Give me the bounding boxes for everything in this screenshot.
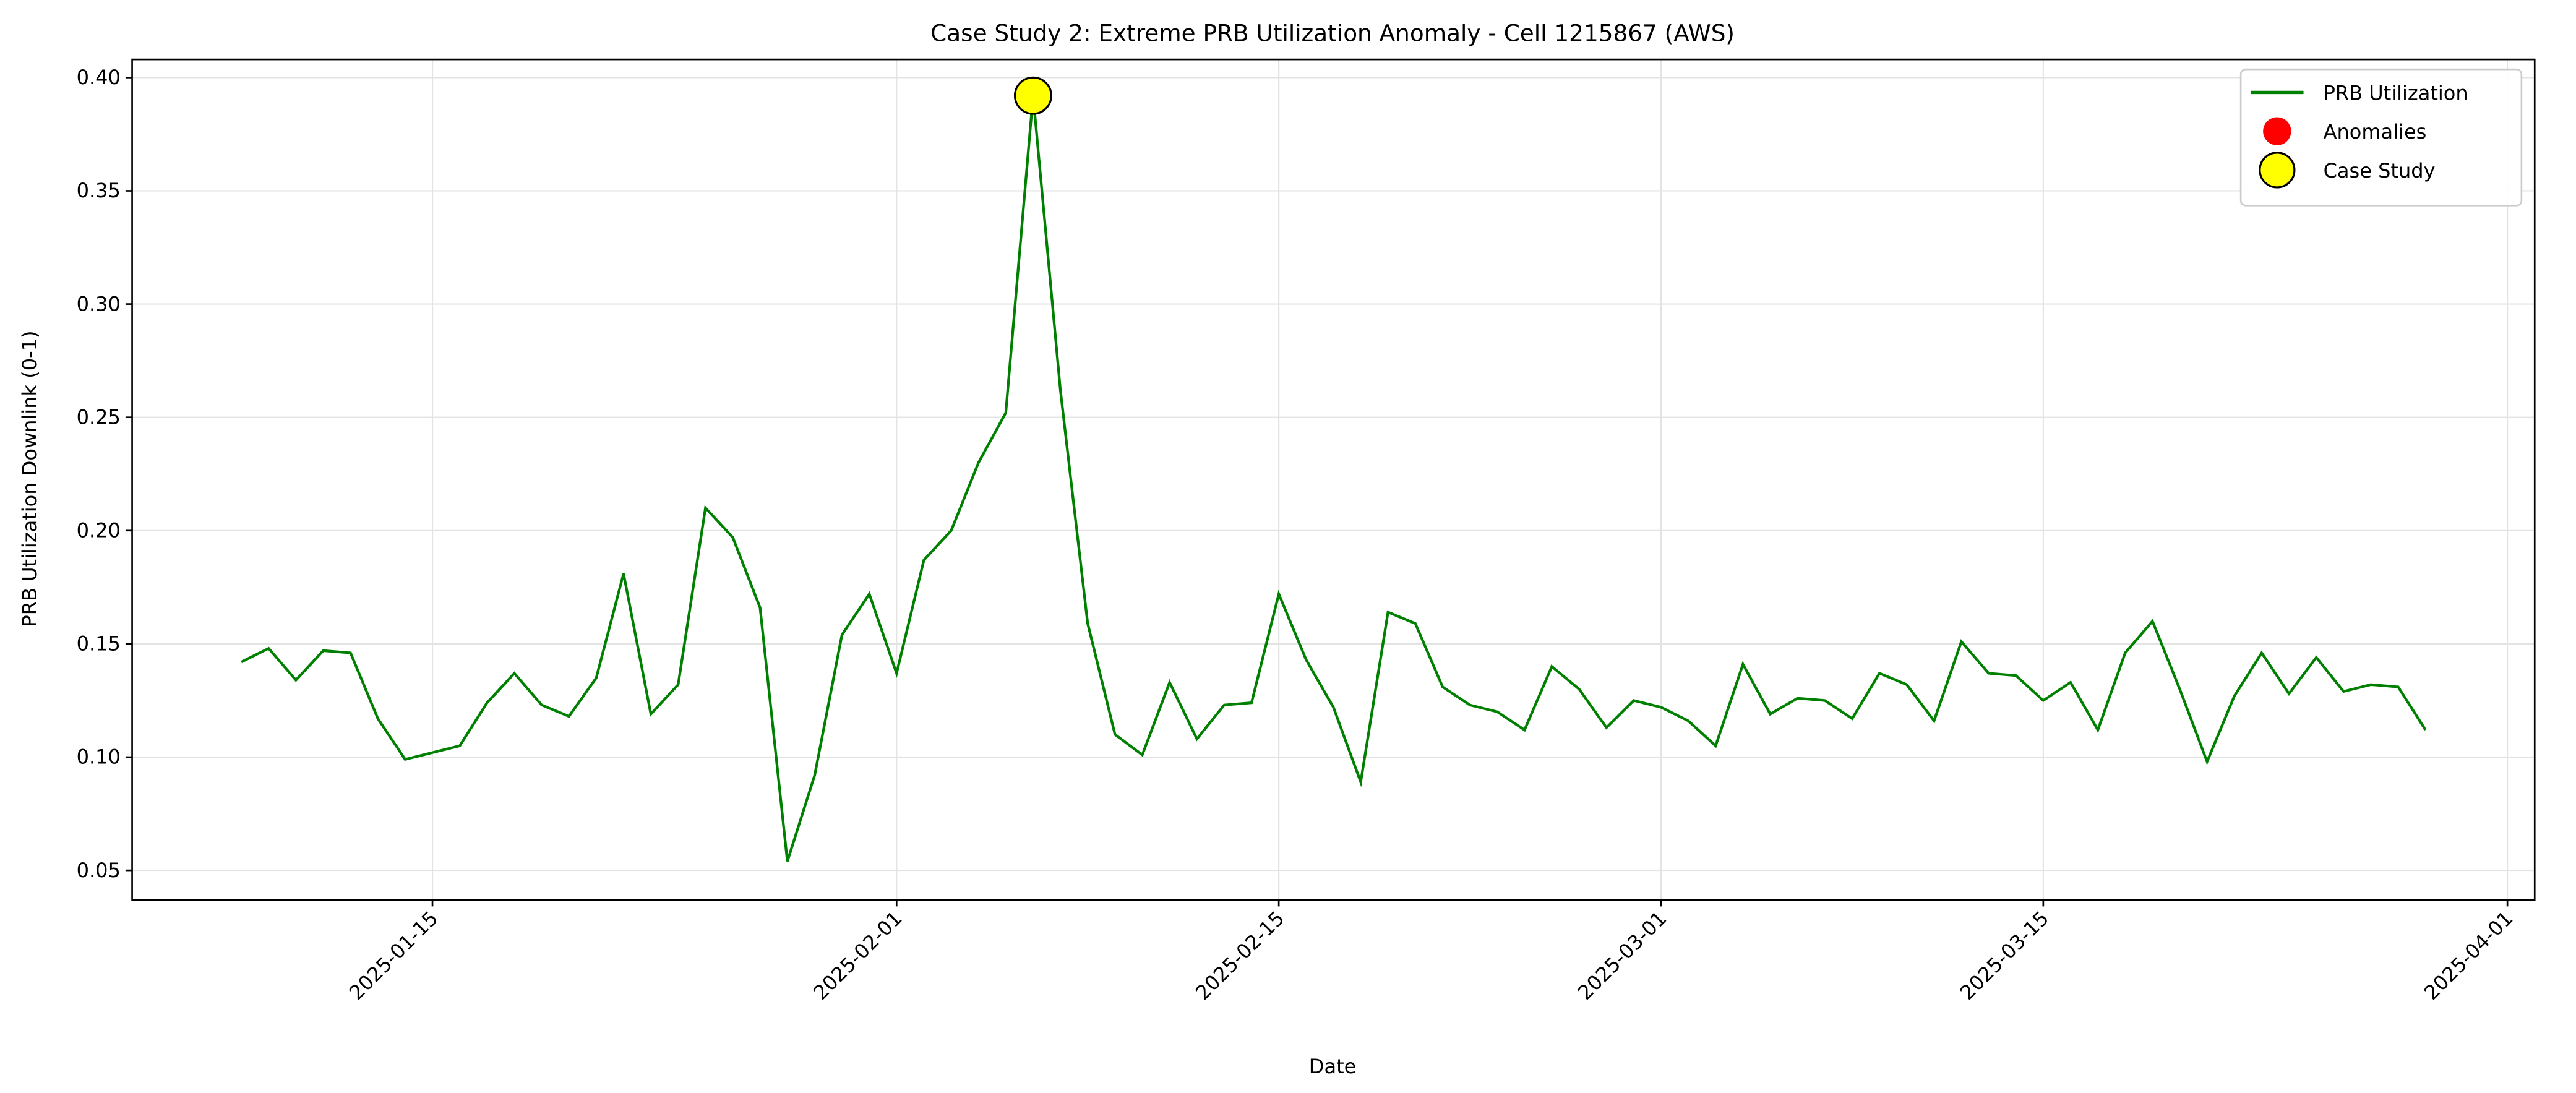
chart-title: Case Study 2: Extreme PRB Utilization An…	[930, 20, 1735, 47]
x-tick-label: 2025-01-15	[345, 907, 442, 1005]
plot-frame	[131, 58, 2536, 901]
y-tick-label: 0.35	[77, 179, 121, 202]
y-tick-label: 0.15	[77, 632, 121, 656]
y-tick-label: 0.40	[77, 66, 121, 89]
y-tick-label: 0.20	[77, 518, 121, 542]
legend-label: Case Study	[2324, 159, 2436, 182]
legend-box	[2239, 68, 2523, 207]
x-tick-label: 2025-04-01	[2419, 907, 2517, 1005]
x-tick-label: 2025-03-15	[1956, 907, 2053, 1005]
data-line	[241, 95, 2427, 862]
y-tick-label: 0.30	[77, 292, 121, 315]
y-tick-label: 0.05	[77, 859, 121, 882]
y-tick-label: 0.10	[77, 745, 121, 769]
x-axis-label: Date	[1309, 1055, 1357, 1078]
y-tick-label: 0.25	[77, 405, 121, 429]
legend-swatch	[2263, 117, 2291, 145]
y-axis-label: PRB Utilization Downlink (0-1)	[18, 331, 41, 627]
legend-label: Anomalies	[2324, 120, 2427, 144]
legend-label: PRB Utilization	[2324, 81, 2468, 105]
x-tick-label: 2025-03-01	[1573, 907, 1671, 1005]
legend-swatch	[2259, 152, 2296, 189]
x-tick-label: 2025-02-15	[1191, 907, 1289, 1005]
x-tick-label: 2025-02-01	[809, 907, 906, 1005]
scatter-point	[1013, 76, 1052, 115]
